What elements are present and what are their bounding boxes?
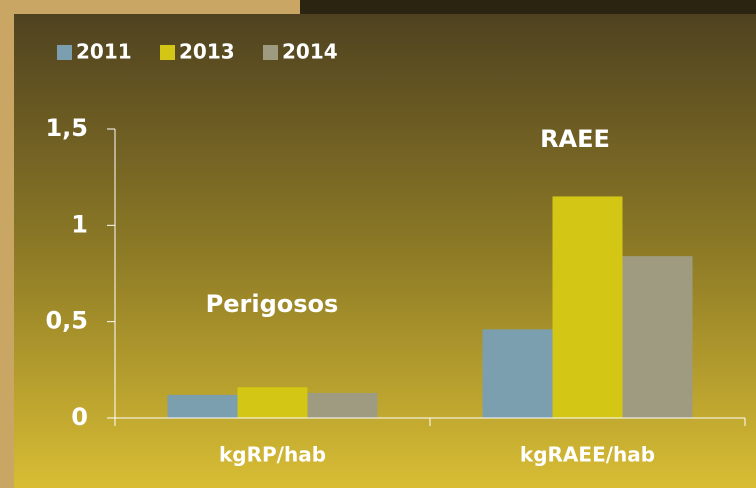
y-tick-label: 1 (71, 210, 88, 238)
y-tick-label: 0 (71, 403, 88, 431)
x-tick-label: kgRP/hab (219, 443, 326, 467)
bar (307, 392, 378, 418)
legend-swatch (57, 45, 72, 60)
y-tick-label: 1,5 (45, 114, 88, 142)
bar (167, 394, 238, 418)
legend-label: 2011 (76, 40, 132, 64)
top-bar (300, 0, 756, 14)
legend-swatch (263, 45, 278, 60)
annotation: Perigosos (206, 290, 339, 318)
bar (622, 256, 693, 418)
y-tick-label: 0,5 (45, 307, 88, 335)
legend-swatch (160, 45, 175, 60)
annotation: RAEE (540, 125, 610, 153)
bar (482, 329, 553, 418)
x-tick-label: kgRAEE/hab (520, 443, 655, 467)
legend-label: 2014 (282, 40, 338, 64)
legend-label: 2013 (179, 40, 235, 64)
bar (237, 387, 308, 418)
bar (552, 196, 623, 418)
